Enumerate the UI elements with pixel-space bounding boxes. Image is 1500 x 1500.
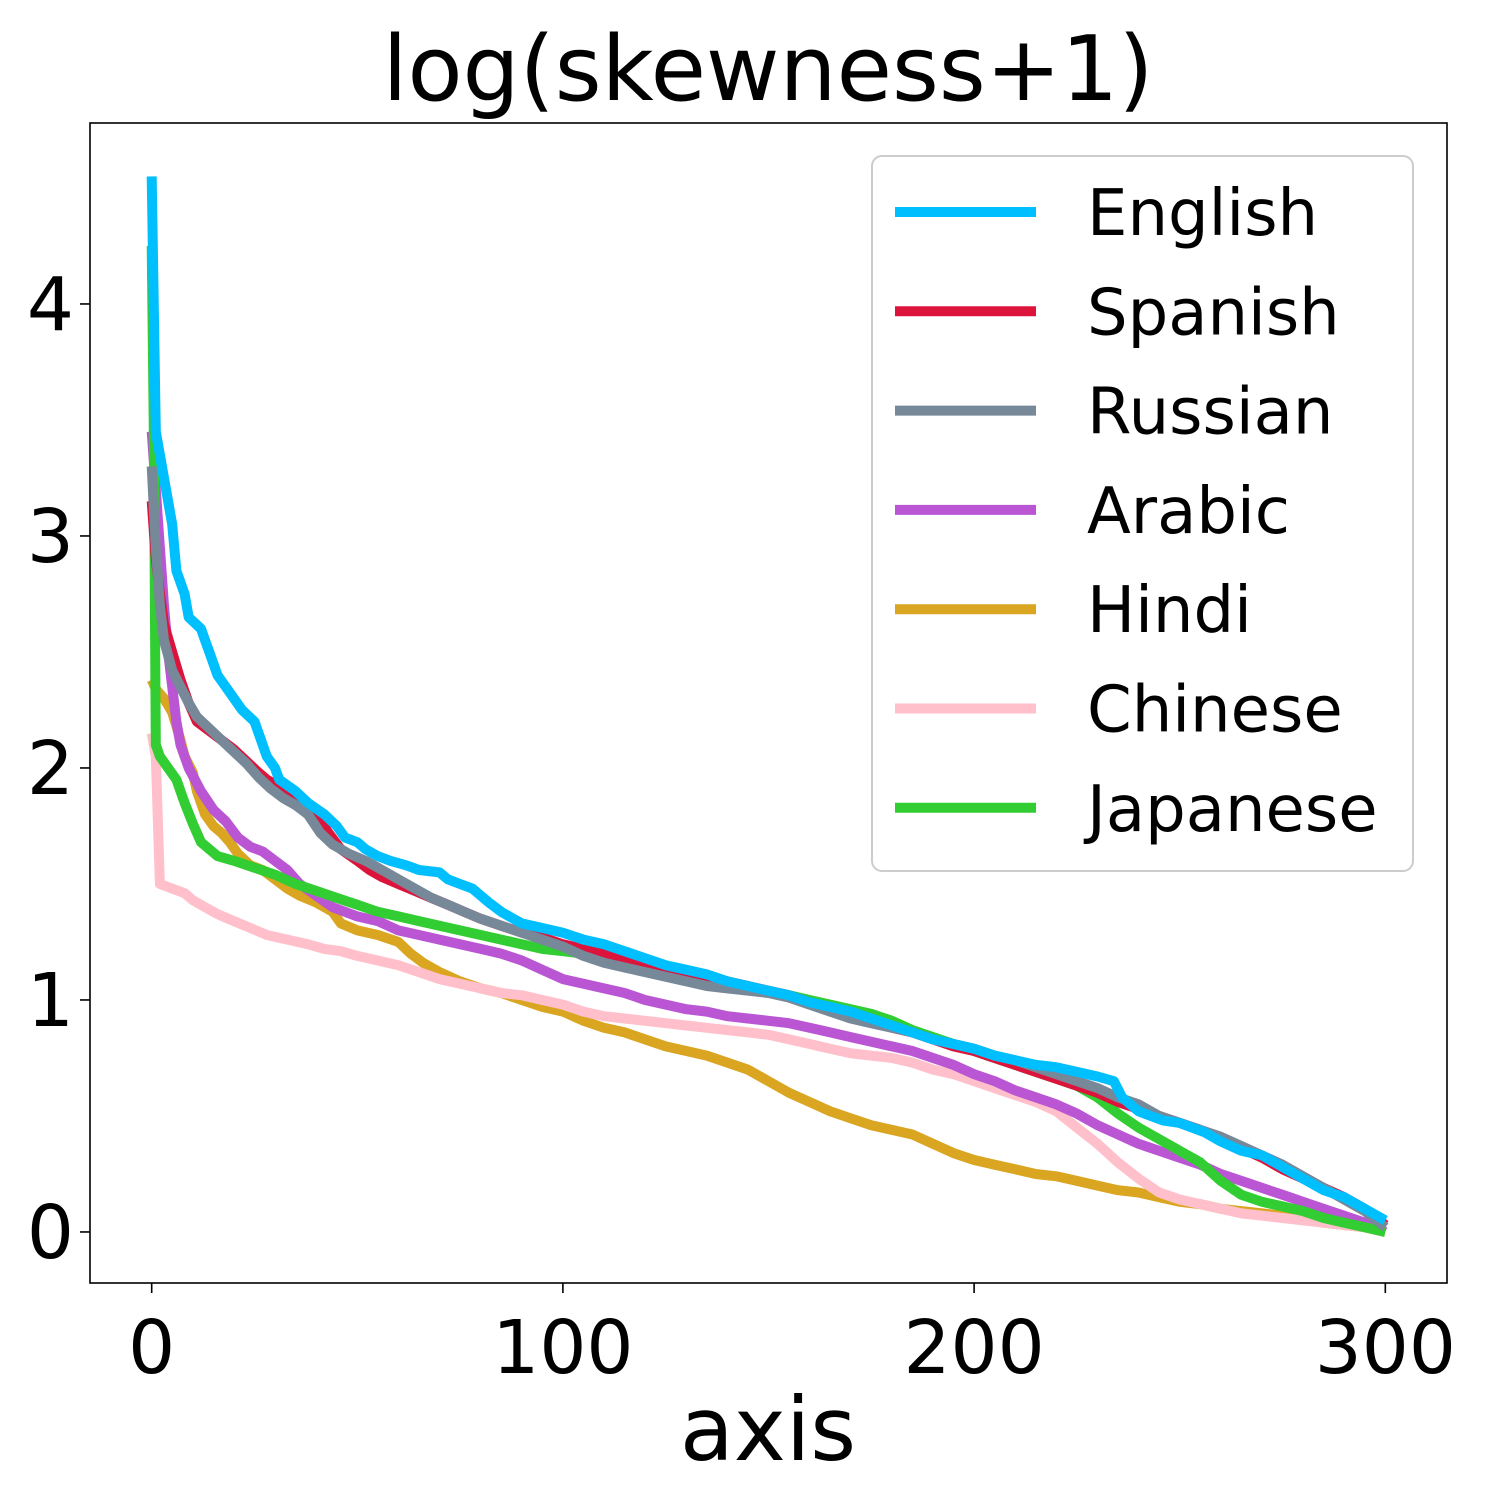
x-axis-label: axis	[680, 1378, 856, 1481]
legend: English Spanish Russian Arabic Hindi Chinese J…	[871, 155, 1414, 872]
legend-label-japanese: Japanese	[1083, 773, 1378, 847]
legend-label-spanish: Spanish	[1087, 276, 1340, 350]
series-line-chinese	[146, 732, 1387, 1237]
series-line-arabic	[146, 431, 1388, 1237]
y-tick-label: 2	[27, 726, 74, 812]
legend-box	[871, 155, 1414, 872]
x-tick-label: 200	[903, 1305, 1044, 1391]
series-layer	[146, 176, 1389, 1237]
legend-label-arabic: Arabic	[1087, 475, 1290, 549]
series-line-hindi	[147, 677, 1387, 1237]
legend-label-chinese: Chinese	[1087, 674, 1343, 748]
legend-entries: English Spanish Russian Arabic Hindi Chinese J…	[895, 177, 1378, 847]
x-axis: 0 100 200 300	[128, 1283, 1456, 1391]
y-tick-label: 4	[27, 262, 74, 348]
y-tick-label: 1	[27, 958, 74, 1044]
chart-title: log(skewness+1)	[382, 17, 1153, 122]
y-tick-label: 0	[27, 1190, 74, 1276]
x-tick-label: 100	[492, 1305, 633, 1391]
y-axis: 0 1 2 3 4	[27, 262, 90, 1276]
x-tick-label: 300	[1315, 1305, 1456, 1391]
legend-label-hindi: Hindi	[1087, 574, 1252, 648]
y-tick-label: 3	[27, 494, 74, 580]
legend-label-russian: Russian	[1087, 376, 1333, 450]
x-tick-label: 0	[128, 1305, 175, 1391]
plot-frame	[89, 122, 1448, 1284]
series-line-english	[146, 176, 1388, 1225]
legend-label-english: English	[1087, 177, 1318, 251]
series-line-russian	[146, 466, 1389, 1232]
